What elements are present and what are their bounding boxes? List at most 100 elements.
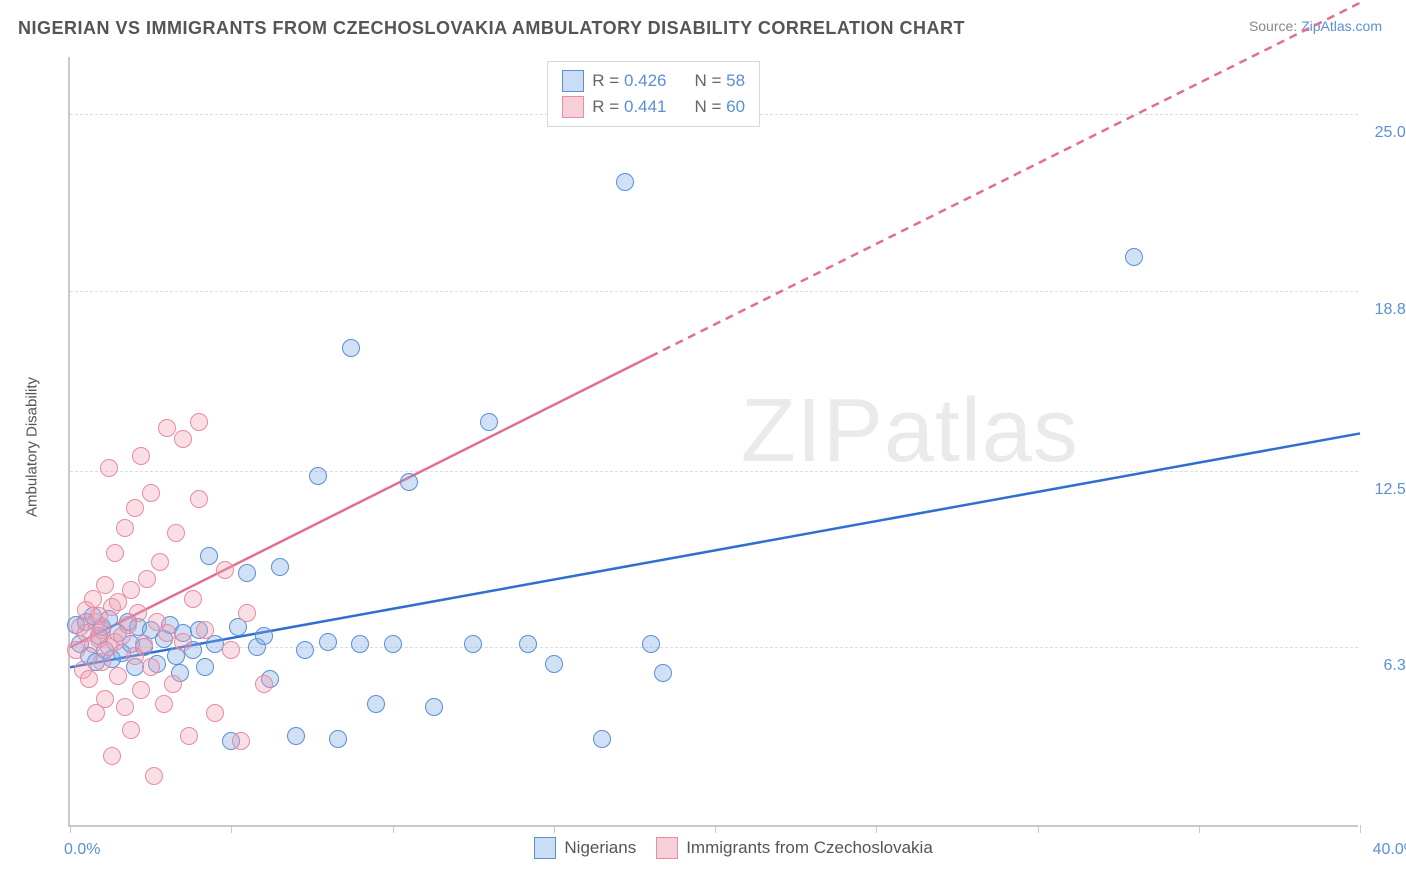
y-tick-label: 25.0%	[1375, 124, 1406, 142]
data-point	[200, 547, 218, 565]
data-point	[158, 419, 176, 437]
data-point	[142, 484, 160, 502]
data-point	[126, 499, 144, 517]
gridline-h	[70, 291, 1358, 292]
chart-area: Ambulatory Disability 6.3%12.5%18.8%25.0…	[18, 47, 1388, 867]
data-point	[190, 413, 208, 431]
data-point	[319, 633, 337, 651]
x-tick	[554, 825, 555, 833]
source-label: Source: ZipAtlas.com	[1249, 18, 1382, 34]
data-point	[216, 561, 234, 579]
data-point	[519, 635, 537, 653]
source-prefix: Source:	[1249, 18, 1301, 34]
data-point	[196, 658, 214, 676]
data-point	[425, 698, 443, 716]
data-point	[351, 635, 369, 653]
data-point	[129, 604, 147, 622]
series-legend: Nigerians Immigrants from Czechoslovakia	[534, 837, 932, 859]
source-link[interactable]: ZipAtlas.com	[1301, 18, 1382, 34]
data-point	[96, 576, 114, 594]
x-tick	[1038, 825, 1039, 833]
x-tick	[231, 825, 232, 833]
correlation-legend: R = 0.426 N = 58 R = 0.441 N = 60	[547, 61, 760, 127]
data-point	[106, 544, 124, 562]
legend-row: R = 0.426 N = 58	[562, 68, 745, 94]
data-point	[96, 690, 114, 708]
legend-swatch	[534, 837, 556, 859]
x-tick	[715, 825, 716, 833]
x-tick	[1199, 825, 1200, 833]
data-point	[400, 473, 418, 491]
trend-lines	[70, 57, 1360, 827]
data-point	[174, 633, 192, 651]
data-point	[103, 747, 121, 765]
y-tick-label: 12.5%	[1375, 481, 1406, 499]
data-point	[342, 339, 360, 357]
legend-swatch	[656, 837, 678, 859]
data-point	[116, 519, 134, 537]
y-tick-label: 18.8%	[1375, 301, 1406, 319]
y-tick-label: 6.3%	[1384, 657, 1406, 675]
data-point	[1125, 248, 1143, 266]
data-point	[329, 730, 347, 748]
data-point	[654, 664, 672, 682]
data-point	[255, 627, 273, 645]
data-point	[122, 721, 140, 739]
n-label: N = 58	[695, 71, 746, 91]
data-point	[206, 704, 224, 722]
data-point	[135, 635, 153, 653]
legend-item: Immigrants from Czechoslovakia	[656, 837, 933, 859]
chart-title: NIGERIAN VS IMMIGRANTS FROM CZECHOSLOVAK…	[18, 18, 965, 39]
r-label: R = 0.441	[592, 97, 666, 117]
data-point	[142, 658, 160, 676]
data-point	[132, 447, 150, 465]
data-point	[222, 641, 240, 659]
watermark: ZIPatlas	[741, 380, 1079, 483]
data-point	[180, 727, 198, 745]
legend-swatch	[562, 70, 584, 92]
data-point	[132, 681, 150, 699]
r-label: R = 0.426	[592, 71, 666, 91]
y-axis-label: Ambulatory Disability	[24, 377, 41, 517]
data-point	[616, 173, 634, 191]
data-point	[155, 695, 173, 713]
data-point	[167, 524, 185, 542]
data-point	[480, 413, 498, 431]
x-tick	[70, 825, 71, 833]
x-tick	[1360, 825, 1361, 833]
data-point	[138, 570, 156, 588]
data-point	[145, 767, 163, 785]
data-point	[164, 675, 182, 693]
data-point	[122, 581, 140, 599]
data-point	[309, 467, 327, 485]
data-point	[255, 675, 273, 693]
data-point	[196, 621, 214, 639]
n-label: N = 60	[695, 97, 746, 117]
data-point	[642, 635, 660, 653]
x-tick	[393, 825, 394, 833]
x-tick	[876, 825, 877, 833]
data-point	[190, 490, 208, 508]
data-point	[84, 590, 102, 608]
data-point	[184, 590, 202, 608]
data-point	[232, 732, 250, 750]
legend-swatch	[562, 96, 584, 118]
legend-label: Nigerians	[564, 838, 636, 858]
data-point	[151, 553, 169, 571]
data-point	[296, 641, 314, 659]
x-origin-label: 0.0%	[64, 841, 100, 859]
plot-region: 6.3%12.5%18.8%25.0%0.0%40.0%ZIPatlasR = …	[68, 57, 1358, 827]
data-point	[384, 635, 402, 653]
data-point	[545, 655, 563, 673]
data-point	[464, 635, 482, 653]
data-point	[367, 695, 385, 713]
data-point	[100, 459, 118, 477]
legend-item: Nigerians	[534, 837, 636, 859]
data-point	[238, 604, 256, 622]
x-max-label: 40.0%	[1373, 841, 1406, 859]
data-point	[174, 430, 192, 448]
legend-label: Immigrants from Czechoslovakia	[686, 838, 933, 858]
data-point	[80, 670, 98, 688]
data-point	[238, 564, 256, 582]
data-point	[116, 698, 134, 716]
